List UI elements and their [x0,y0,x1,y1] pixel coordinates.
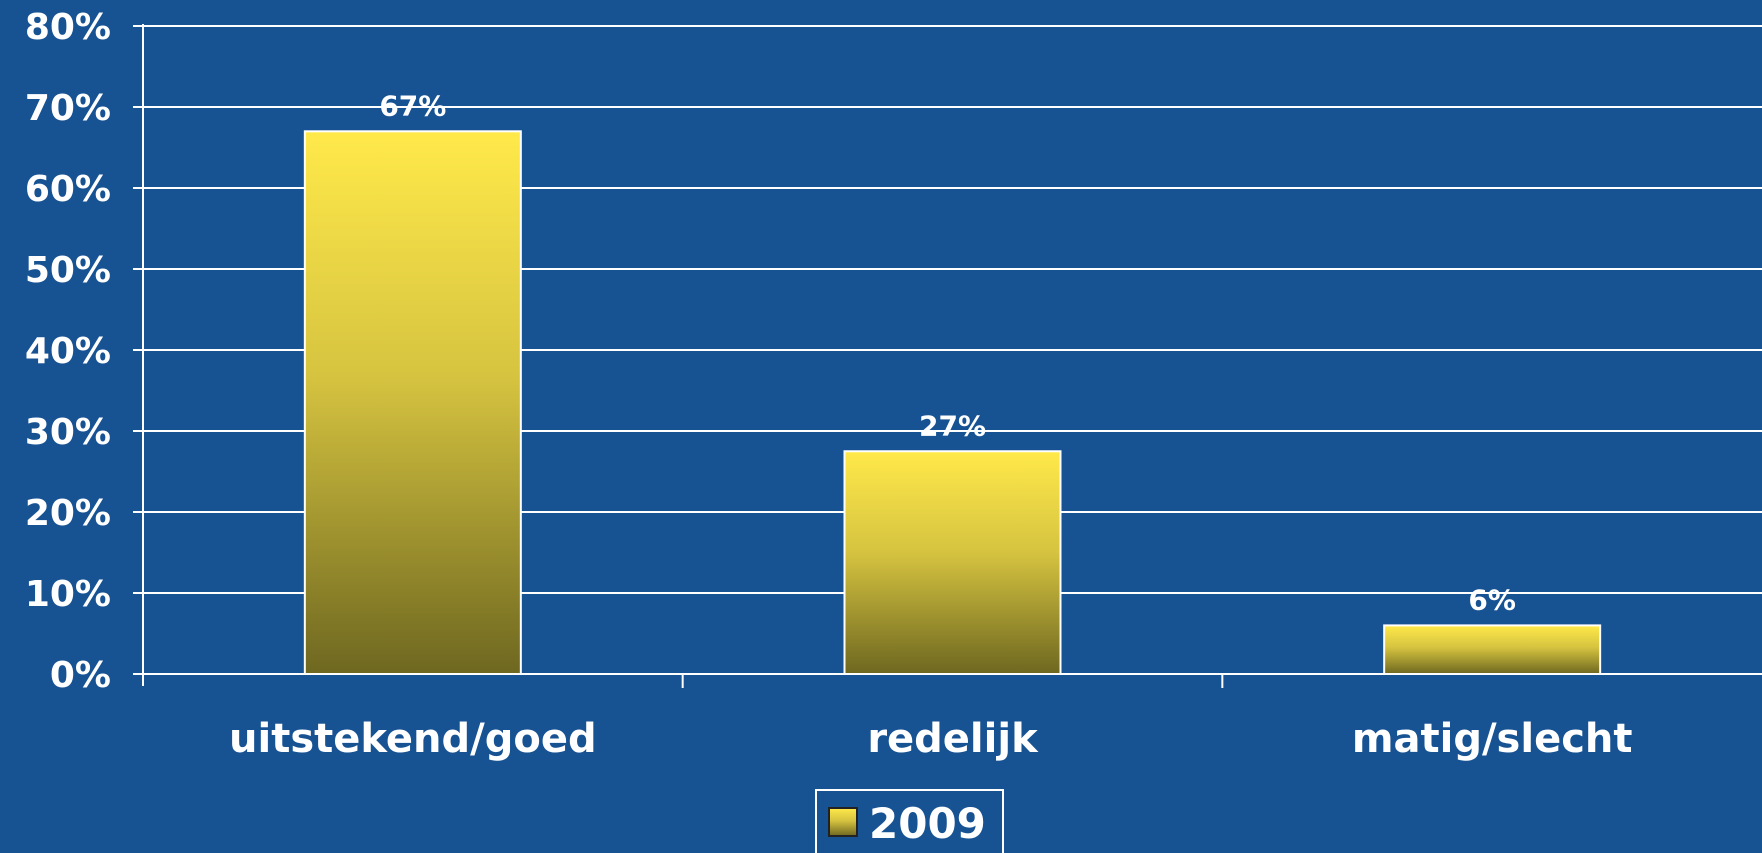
y-tick-label: 80% [25,7,111,48]
y-tick-label: 70% [25,88,111,129]
bars [303,130,1602,676]
category-label: uitstekend/goed [229,716,597,762]
x-axis-category-labels: uitstekend/goed redelijk matig/slecht [229,716,1632,762]
y-tick-label: 40% [25,331,111,372]
legend-series-name: 2009 [869,799,986,848]
y-tick-label: 20% [25,493,111,534]
y-tick-label: 10% [25,574,111,615]
data-label: 67% [379,89,446,122]
legend: 2009 [815,789,1004,853]
bar [1383,624,1602,676]
y-tick-label: 60% [25,169,111,210]
bar [303,130,522,676]
data-label: 27% [919,409,986,442]
y-tick-label: 30% [25,412,111,453]
legend-swatch [828,807,858,837]
category-label: redelijk [867,716,1039,762]
bar [843,450,1062,675]
category-label: matig/slecht [1352,716,1633,762]
legend-box [815,789,1004,853]
data-labels: 67% 27% 6% [379,89,1516,616]
y-tick-label: 0% [50,655,111,696]
y-tick-label: 50% [25,250,111,291]
y-axis-tick-labels: 0% 10% 20% 30% 40% 50% 60% 70% 80% [25,7,111,696]
data-label: 6% [1468,583,1516,616]
